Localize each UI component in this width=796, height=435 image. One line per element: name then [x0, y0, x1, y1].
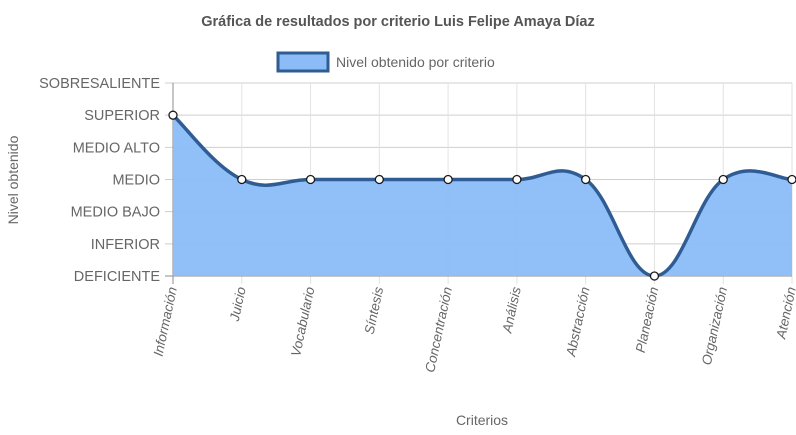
data-point[interactable] — [512, 174, 522, 185]
y-tick-label: INFERIOR — [91, 237, 160, 253]
data-point[interactable] — [787, 174, 796, 185]
data-point[interactable] — [237, 174, 247, 185]
data-point[interactable] — [649, 271, 660, 281]
x-tick-label: Juicio — [227, 285, 249, 323]
data-point[interactable] — [168, 110, 178, 120]
data-point[interactable] — [374, 174, 384, 185]
series-area — [171, 113, 793, 278]
x-axis-label: Criterios — [456, 412, 508, 428]
x-tick-label: Organización — [699, 286, 730, 367]
legend-swatch[interactable] — [276, 51, 330, 73]
data-points — [168, 110, 796, 281]
legend[interactable]: Nivel obtenido por criterio — [276, 51, 495, 73]
series-area-fill — [173, 115, 792, 277]
x-tick-label: Concentración — [422, 286, 455, 374]
y-axis-label: Nivel obtenido — [5, 135, 21, 224]
y-tick-label: MEDIO BAJO — [71, 205, 160, 221]
x-tick-label: Información — [151, 286, 180, 358]
data-point[interactable] — [581, 174, 591, 185]
x-tick-label: Atención — [773, 286, 796, 341]
y-tick-label: DEFICIENTE — [74, 269, 161, 285]
y-axis-ticks: DEFICIENTE INFERIOR MEDIO BAJO MEDIO MEDIO A… — [39, 76, 160, 285]
data-point[interactable] — [305, 174, 316, 185]
y-tick-label: SOBRESALIENTE — [39, 76, 160, 92]
chart-title: Gráfica de resultados por criterio Luis … — [201, 14, 595, 30]
x-tick-label: Vocabulario — [288, 285, 317, 358]
data-point[interactable] — [443, 174, 453, 185]
x-tick-label: Planeación — [633, 286, 662, 354]
y-tick-label: MEDIO — [112, 173, 160, 189]
legend-label[interactable]: Nivel obtenido por criterio — [336, 54, 495, 70]
data-point[interactable] — [718, 174, 728, 185]
x-axis-ticks: Información Juicio Vocabulario Síntesis Conc… — [151, 285, 796, 374]
x-tick-label: Abstracción — [563, 286, 593, 359]
x-tick-label: Síntesis — [362, 285, 387, 335]
x-tick-label: Análisis — [499, 285, 524, 335]
y-tick-label: SUPERIOR — [84, 108, 160, 124]
series-line — [171, 113, 793, 278]
y-tick-label: MEDIO ALTO — [73, 140, 160, 156]
